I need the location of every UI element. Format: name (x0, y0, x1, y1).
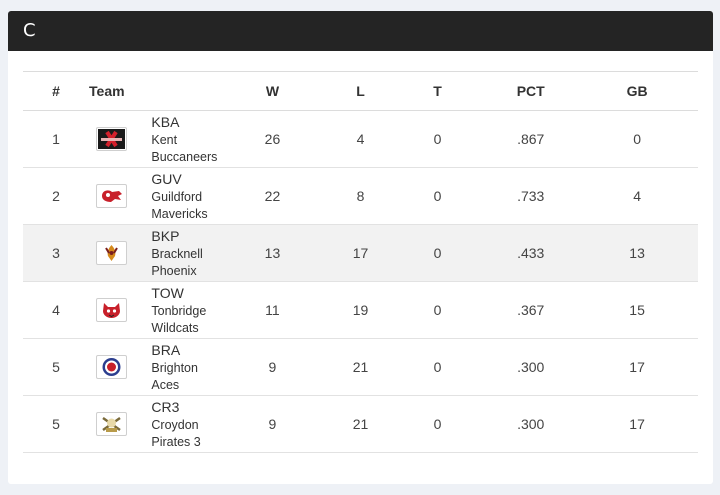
team-name[interactable]: Guildford Mavericks (151, 189, 208, 221)
buccaneers-logo-icon[interactable] (96, 127, 128, 151)
table-row[interactable]: 3 BKP Bracknell Phoenix 13 17 (23, 224, 698, 282)
gb-cell: 17 (576, 338, 698, 396)
rank-cell: 5 (23, 395, 90, 453)
ties-cell: 0 (389, 224, 486, 282)
wins-cell: 22 (213, 167, 332, 225)
pct-cell: .733 (485, 167, 577, 225)
table-row[interactable]: 2 GUV Guildford Mavericks 22 8 0 . (23, 167, 698, 225)
gb-cell: 13 (576, 224, 698, 282)
losses-cell: 8 (331, 167, 390, 225)
table-row[interactable]: 1 KBA Kent Buccaneers 26 4 (23, 110, 698, 168)
losses-cell: 4 (331, 110, 390, 168)
col-wins: W (213, 71, 332, 111)
ties-cell: 0 (389, 167, 486, 225)
wins-cell: 11 (213, 281, 332, 339)
phoenix-logo-icon[interactable] (96, 241, 128, 265)
standings-card: C # Team W L T PCT GB 1 (8, 11, 713, 484)
col-team: Team (89, 71, 214, 111)
division-title: C (8, 11, 713, 51)
team-name[interactable]: Kent Buccaneers (151, 132, 218, 164)
wins-cell: 9 (213, 395, 332, 453)
table-row[interactable]: 5 BRA Brighton Aces 9 (23, 338, 698, 396)
gb-cell: 0 (576, 110, 698, 168)
team-name[interactable]: Tonbridge Wildcats (151, 303, 207, 335)
rank-cell: 2 (23, 167, 90, 225)
col-rank: # (23, 71, 90, 111)
ties-cell: 0 (389, 338, 486, 396)
col-ties: T (389, 71, 486, 111)
wins-cell: 26 (213, 110, 332, 168)
pct-cell: .367 (485, 281, 577, 339)
standings-table: # Team W L T PCT GB 1 (23, 71, 698, 453)
col-gb: GB (576, 71, 698, 111)
team-abbr[interactable]: BKP (151, 227, 180, 244)
col-pct: PCT (485, 71, 577, 111)
team-name[interactable]: Croydon Pirates 3 (151, 417, 201, 449)
team-abbr[interactable]: TOW (151, 284, 184, 301)
table-row[interactable]: 4 TOW Tonbridge Wildcats 11 (23, 281, 698, 339)
gb-cell: 4 (576, 167, 698, 225)
team-name[interactable]: Brighton Aces (151, 360, 198, 392)
table-header-row: # Team W L T PCT GB (23, 71, 698, 111)
ties-cell: 0 (389, 281, 486, 339)
losses-cell: 21 (331, 338, 390, 396)
ties-cell: 0 (389, 395, 486, 453)
gb-cell: 17 (576, 395, 698, 453)
team-abbr[interactable]: GUV (151, 170, 182, 187)
wins-cell: 9 (213, 338, 332, 396)
pirates-logo-icon[interactable] (96, 412, 128, 436)
aces-logo-icon[interactable] (96, 355, 128, 379)
team-abbr[interactable]: BRA (151, 341, 181, 358)
rank-cell: 5 (23, 338, 90, 396)
mavericks-logo-icon[interactable] (96, 184, 128, 208)
table-row[interactable]: 5 CR3 Croydon Pirates 3 9 21 (23, 395, 698, 453)
team-abbr[interactable]: KBA (151, 113, 180, 130)
wins-cell: 13 (213, 224, 332, 282)
rank-cell: 3 (23, 224, 90, 282)
rank-cell: 4 (23, 281, 90, 339)
team-abbr[interactable]: CR3 (151, 398, 180, 415)
losses-cell: 21 (331, 395, 390, 453)
wildcats-logo-icon[interactable] (96, 298, 128, 322)
team-name[interactable]: Bracknell Phoenix (151, 246, 203, 278)
pct-cell: .433 (485, 224, 577, 282)
pct-cell: .867 (485, 110, 577, 168)
losses-cell: 19 (331, 281, 390, 339)
pct-cell: .300 (485, 338, 577, 396)
pct-cell: .300 (485, 395, 577, 453)
gb-cell: 15 (576, 281, 698, 339)
ties-cell: 0 (389, 110, 486, 168)
losses-cell: 17 (331, 224, 390, 282)
rank-cell: 1 (23, 110, 90, 168)
col-losses: L (331, 71, 390, 111)
